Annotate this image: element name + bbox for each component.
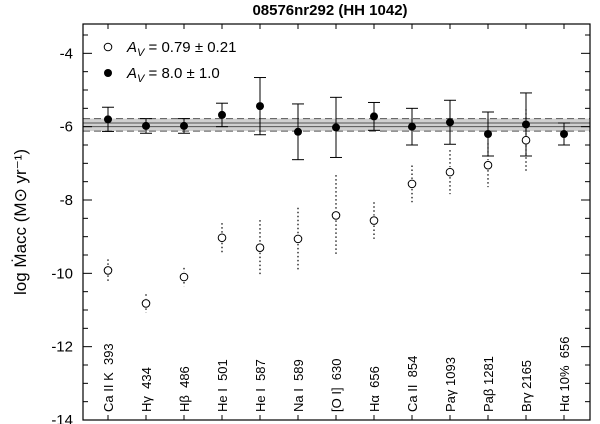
- y-tick-label: -6: [60, 119, 73, 136]
- legend-label: AV = 8.0 ± 1.0: [126, 65, 220, 85]
- open-circle-point: [141, 299, 151, 308]
- open-circle-point: [103, 266, 113, 275]
- filled-circle-point: [332, 123, 340, 132]
- filled-circle-point: [484, 130, 492, 138]
- filled-circle-point: [104, 115, 112, 124]
- y-tick-label: -4: [60, 45, 73, 62]
- y-tick-label: -14: [51, 412, 73, 424]
- filled-circle-point: [408, 122, 416, 131]
- legend-label: AV = 0.79 ± 0.21: [126, 39, 236, 59]
- plot-frame: [82, 23, 591, 421]
- filled-circle-point: [522, 120, 530, 129]
- category-label: Hγ 434: [139, 367, 154, 412]
- legend-marker-filled: [104, 69, 112, 77]
- category-label: [O I] 630: [329, 359, 344, 412]
- open-circle-point: [293, 234, 303, 244]
- y-axis-label-text: log Ṁacc (M⊙ yr⁻¹): [11, 149, 30, 295]
- legend: AV = 0.79 ± 0.21 AV = 8.0 ± 1.0: [103, 39, 236, 85]
- filled-circle-point: [370, 112, 378, 121]
- open-circle-point: [483, 160, 493, 170]
- open-circle-point: [445, 167, 455, 177]
- open-circle-point: [331, 211, 341, 220]
- y-tick-labels: -14 -12 -10 -8 -6 -4: [51, 45, 73, 424]
- open-circle-point: [217, 233, 227, 243]
- chart-title: 08576nr292 (HH 1042): [252, 2, 407, 19]
- category-label: Paβ 1281: [481, 356, 496, 412]
- open-circle-point: [369, 216, 379, 225]
- error-bars: [102, 77, 570, 313]
- filled-circle-point: [142, 121, 150, 130]
- category-label: Hβ 486: [177, 366, 192, 412]
- data-points: [103, 102, 568, 308]
- filled-circle-point: [218, 110, 226, 119]
- legend-marker-open: [103, 42, 113, 52]
- category-label: Hα 10% 656: [557, 337, 572, 412]
- category-label: He I 587: [253, 359, 268, 412]
- open-circle-point: [521, 135, 531, 145]
- open-circle-point: [179, 272, 189, 282]
- y-tick-label: -10: [51, 265, 73, 282]
- filled-circle-point: [180, 121, 188, 130]
- category-label: Ca II K 393: [101, 343, 116, 412]
- category-label: Hα 656: [367, 366, 382, 412]
- filled-circle-point: [446, 118, 454, 127]
- open-circle-point: [407, 179, 417, 189]
- y-axis-label: log Ṁacc (M⊙ yr⁻¹): [11, 149, 30, 295]
- y-tick-label: -12: [51, 339, 73, 356]
- filled-circle-point: [294, 127, 302, 136]
- category-label: Na I 589: [291, 359, 306, 412]
- category-labels: Ca II K 393 Hγ 434 Hβ 486 He I 501 He I 587 N…: [101, 337, 572, 412]
- filled-circle-point: [560, 130, 568, 138]
- category-label: Brγ 2165: [519, 360, 534, 412]
- open-circle-point: [255, 243, 265, 252]
- category-label: Ca II 854: [405, 356, 420, 412]
- filled-circle-point: [256, 102, 264, 111]
- y-tick-label: -8: [60, 192, 73, 209]
- category-label: Paγ 1093: [443, 357, 458, 412]
- category-label: He I 501: [215, 359, 230, 412]
